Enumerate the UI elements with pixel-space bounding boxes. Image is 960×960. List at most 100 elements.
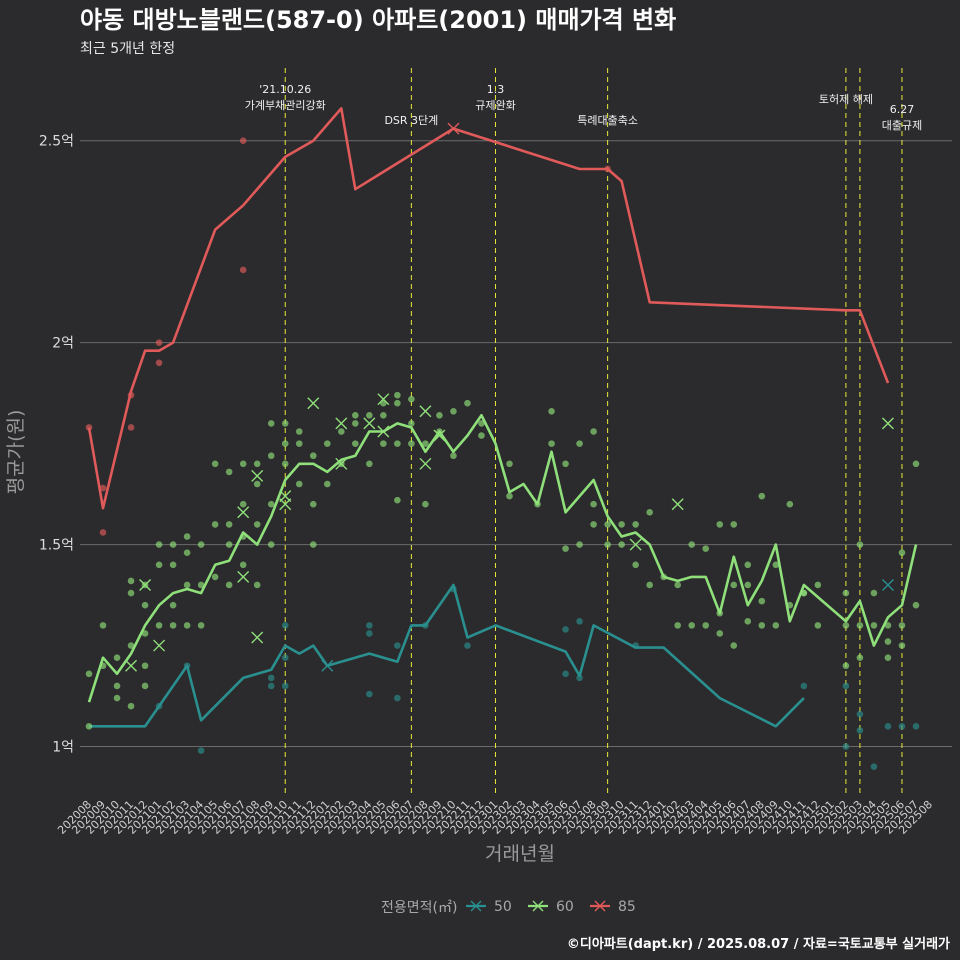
data-point-60 <box>295 480 303 488</box>
data-point-60 <box>127 642 135 649</box>
data-cross-60 <box>139 578 152 591</box>
data-point-60 <box>380 412 387 419</box>
data-point-60 <box>323 480 331 488</box>
data-point-60 <box>197 581 205 589</box>
data-point-60 <box>814 581 822 589</box>
data-point-60 <box>225 541 233 548</box>
legend-label-60: 60 <box>556 899 574 915</box>
data-point-60 <box>758 492 766 500</box>
data-point-85 <box>155 339 163 346</box>
data-point-60 <box>744 561 752 569</box>
data-point-60 <box>870 622 878 629</box>
data-point-60 <box>590 521 597 528</box>
data-point-60 <box>239 561 247 569</box>
legend-key-cross-50 <box>470 900 482 912</box>
data-point-60 <box>253 460 261 468</box>
data-point-60 <box>576 541 583 548</box>
legend-title: 전용면적(㎡) <box>381 900 457 916</box>
event-label: '21.10.26 <box>259 83 311 96</box>
data-point-60 <box>604 541 611 548</box>
data-point-60 <box>744 618 752 625</box>
data-point-60 <box>295 428 303 435</box>
data-point-60 <box>898 622 906 629</box>
data-point-60 <box>730 521 738 528</box>
data-point-60 <box>169 622 177 629</box>
data-point-50 <box>898 723 906 730</box>
data-point-60 <box>618 521 625 528</box>
data-point-60 <box>562 545 569 552</box>
data-point-50 <box>856 710 864 718</box>
data-point-60 <box>183 533 191 540</box>
data-point-60 <box>183 549 191 556</box>
y-tick-label: 1.5억 <box>39 538 74 554</box>
data-cross-50 <box>881 578 894 591</box>
data-point-60 <box>99 622 107 629</box>
data-point-60 <box>758 597 766 605</box>
data-point-60 <box>338 428 345 435</box>
event-label: DSR 3단계 <box>384 114 438 127</box>
data-point-60 <box>267 452 275 460</box>
data-point-60 <box>309 452 317 460</box>
data-point-60 <box>506 492 513 500</box>
data-point-60 <box>211 521 219 528</box>
data-point-60 <box>155 541 163 548</box>
legend-key-cross-85 <box>594 900 606 912</box>
y-tick-label: 1억 <box>52 740 74 756</box>
data-point-60 <box>450 452 457 460</box>
data-point-50 <box>842 682 850 690</box>
y-axis-ticks: 1억 1.5억 2억 2.5억 <box>39 134 74 756</box>
series-line-60 <box>87 414 918 703</box>
data-point-50 <box>856 727 864 734</box>
data-point-60 <box>155 622 163 629</box>
data-point-60 <box>141 630 149 637</box>
data-point-85 <box>99 484 107 492</box>
data-point-60 <box>576 440 583 447</box>
series-line-85 <box>87 107 890 510</box>
data-point-85 <box>239 266 247 274</box>
data-point-60 <box>408 420 415 427</box>
data-cross-85 <box>447 122 460 135</box>
data-point-60 <box>113 682 121 690</box>
data-point-50 <box>281 622 289 629</box>
data-cross-60 <box>237 506 250 519</box>
data-point-85 <box>155 359 163 367</box>
data-point-60 <box>730 581 738 589</box>
data-point-60 <box>478 420 485 427</box>
data-point-60 <box>842 622 850 629</box>
data-point-60 <box>814 622 822 629</box>
data-point-60 <box>394 399 401 407</box>
legend-label-50: 50 <box>494 899 512 915</box>
data-cross-60 <box>251 469 264 482</box>
event-label: 대출규제 <box>882 119 922 132</box>
data-point-60 <box>436 412 443 419</box>
data-point-60 <box>197 622 205 629</box>
data-point-60 <box>366 460 373 468</box>
data-point-60 <box>618 541 625 548</box>
data-point-60 <box>394 496 401 504</box>
data-cross-60 <box>419 405 432 418</box>
data-point-60 <box>253 581 261 589</box>
data-point-60 <box>211 460 219 468</box>
data-point-60 <box>155 561 163 569</box>
data-cross-60 <box>419 457 432 470</box>
data-point-60 <box>478 432 485 439</box>
data-point-60 <box>898 642 906 649</box>
data-point-50 <box>842 743 850 750</box>
data-point-60 <box>113 654 121 661</box>
data-point-60 <box>702 545 710 552</box>
data-point-50 <box>562 626 569 633</box>
data-point-60 <box>772 561 780 569</box>
event-label: 토허제 해제 <box>819 92 873 106</box>
data-cross-60 <box>335 457 348 470</box>
data-point-60 <box>352 420 359 427</box>
data-point-60 <box>674 581 681 589</box>
data-cross-50 <box>321 659 334 672</box>
data-point-50 <box>464 642 471 649</box>
data-point-60 <box>632 521 639 528</box>
data-point-60 <box>912 601 920 609</box>
y-axis-title: 평균가(원) <box>5 410 27 495</box>
event-label: 6.27 <box>890 103 915 116</box>
data-point-60 <box>169 601 177 609</box>
